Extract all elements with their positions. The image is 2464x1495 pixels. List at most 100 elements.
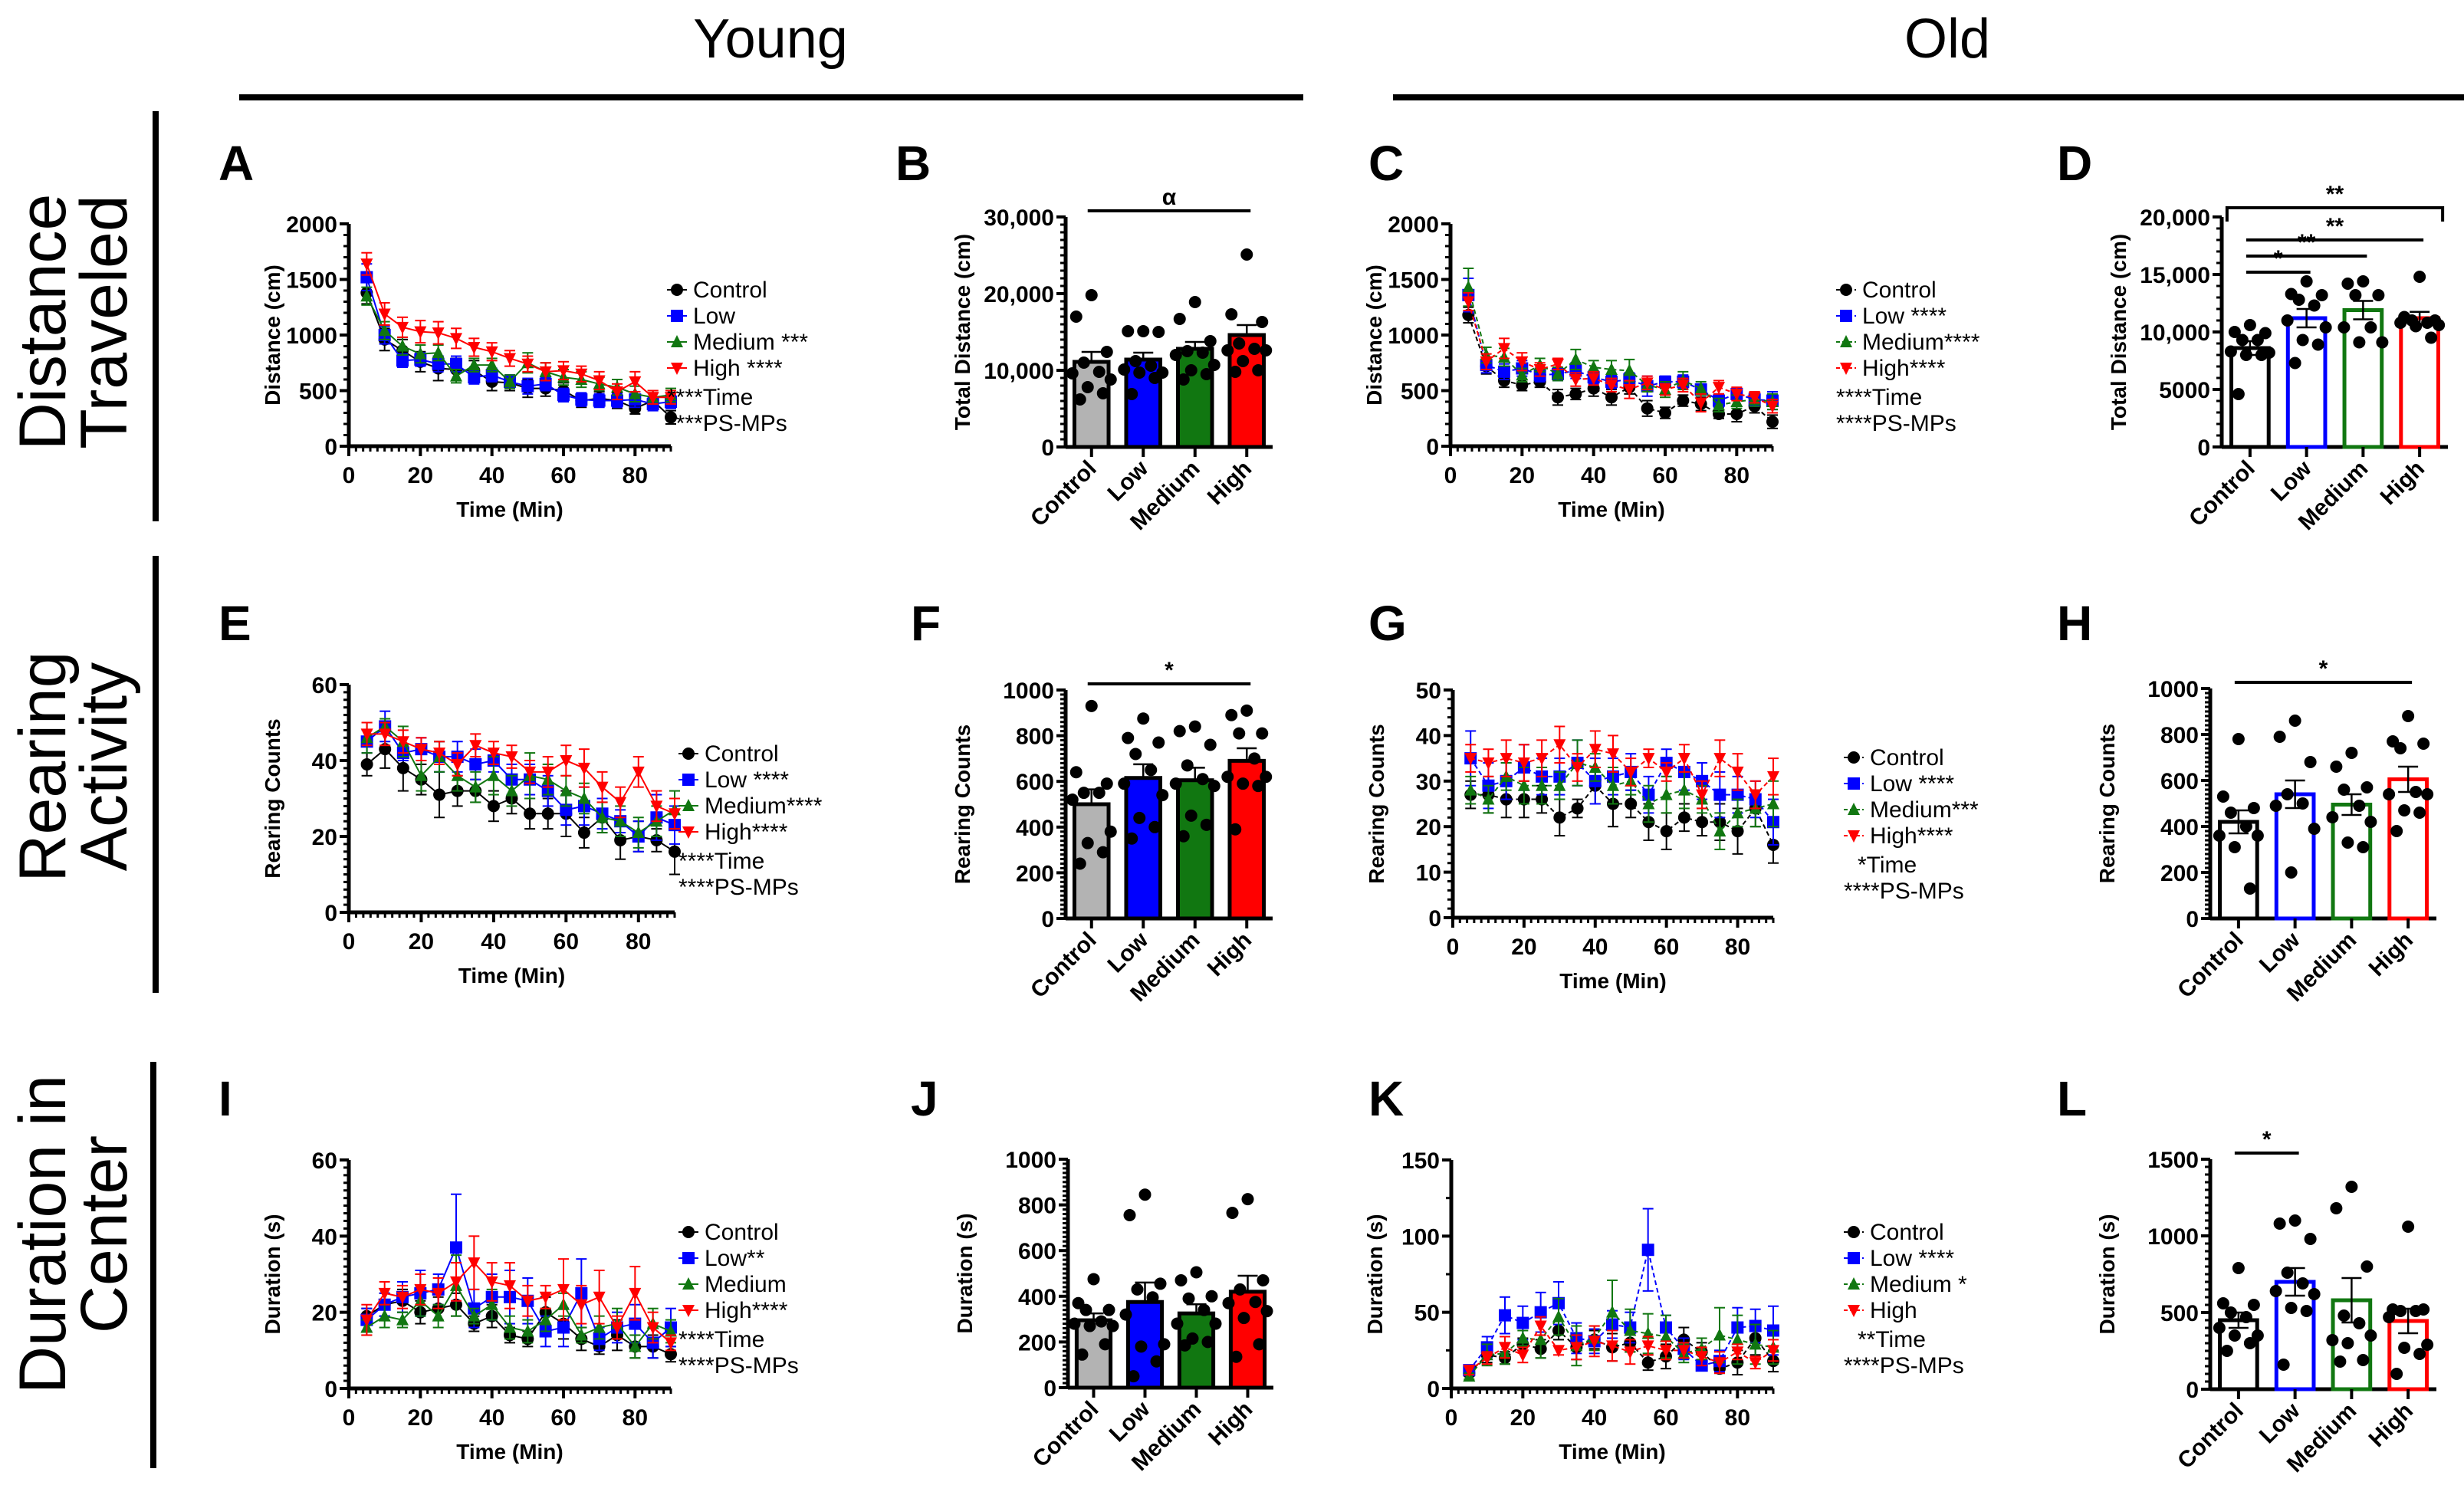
individual-point: [1256, 727, 1269, 740]
y-tick-label: 60: [312, 1148, 337, 1174]
individual-point: [1188, 720, 1201, 733]
individual-point: [1204, 335, 1217, 347]
legend-marker: [682, 826, 695, 839]
data-point: [560, 755, 573, 767]
data-point: [596, 781, 609, 794]
data-point: [1534, 1332, 1547, 1346]
x-tick-label: 80: [1725, 935, 1750, 960]
data-point: [415, 744, 428, 757]
individual-point: [1260, 344, 1273, 356]
data-point: [541, 807, 554, 820]
bar-group-medium: Medium: [2282, 747, 2377, 1007]
panel-K: K 0 50 100 150 Duration (s) 0 20 40 60 80 Time (Min…: [1363, 1071, 1967, 1464]
individual-point: [1209, 1317, 1222, 1330]
significance-marker: *: [2246, 246, 2311, 274]
legend-marker: [1848, 830, 1860, 843]
individual-point: [2228, 1329, 2241, 1342]
data-point: [1569, 352, 1582, 365]
series-line: [1467, 301, 1773, 407]
y-axis-title: Rearing Counts: [2095, 724, 2119, 883]
category-label: High: [1203, 456, 1257, 510]
y-tick-label: 1000: [1388, 324, 1439, 349]
individual-point: [1133, 811, 1146, 824]
legend-marker: [671, 335, 683, 347]
data-point: [1569, 364, 1582, 377]
data-point: [1748, 392, 1761, 405]
bar: [1175, 778, 1214, 921]
individual-point: [2398, 1342, 2411, 1354]
stat-annotation: ****Time: [678, 849, 764, 874]
data-point: [577, 762, 590, 775]
individual-point: [1148, 820, 1161, 833]
bar-group-medium: Medium: [2294, 275, 2389, 535]
individual-point: [2247, 802, 2260, 814]
individual-point: [2353, 336, 2366, 349]
legend-entry: High ****: [693, 356, 783, 381]
individual-point: [1073, 857, 1086, 870]
individual-point: [1237, 777, 1250, 790]
panel-letter: F: [911, 596, 941, 651]
data-point: [1749, 1357, 1762, 1370]
individual-point: [1077, 356, 1090, 369]
data-point: [378, 308, 391, 321]
individual-point: [1260, 770, 1273, 784]
row-label-distance: Distance Traveled: [6, 194, 141, 451]
legend-entry: Medium *: [1870, 1272, 1967, 1297]
data-point: [593, 1320, 606, 1333]
data-point: [1695, 1351, 1708, 1364]
x-tick-label: 80: [1724, 463, 1749, 488]
data-point: [1641, 1356, 1654, 1369]
individual-point: [1229, 366, 1242, 378]
x-tick-label: 20: [408, 1405, 433, 1431]
data-point: [468, 358, 481, 371]
data-point: [521, 1324, 534, 1337]
individual-point: [1146, 1291, 1159, 1304]
legend-marker: [1848, 1226, 1860, 1238]
data-point: [593, 394, 606, 407]
series-medium: [360, 718, 681, 849]
individual-point: [2232, 1262, 2245, 1274]
significance-label: α: [1162, 185, 1177, 210]
legend-marker: [682, 774, 695, 786]
individual-point: [2394, 317, 2407, 329]
bar: [2274, 792, 2316, 921]
data-point: [1677, 783, 1690, 796]
data-point: [1713, 824, 1726, 837]
individual-point: [2251, 334, 2264, 347]
individual-point: [2349, 289, 2362, 301]
row-label-line2: Traveled: [67, 195, 141, 449]
individual-point: [1150, 1355, 1163, 1368]
individual-point: [1181, 345, 1194, 357]
data-point: [1480, 1352, 1493, 1365]
legend-marker: [1848, 1277, 1860, 1290]
y-tick-label: 150: [1401, 1148, 1440, 1174]
individual-point: [1100, 346, 1113, 358]
data-point: [469, 780, 482, 793]
data-point: [632, 766, 645, 779]
data-point: [524, 807, 537, 820]
legend-marker: [671, 363, 683, 375]
individual-point: [1085, 699, 1098, 712]
data-point: [468, 1257, 481, 1270]
series-line: [1470, 784, 1774, 846]
series-line: [1470, 761, 1774, 833]
data-point: [1533, 363, 1546, 376]
data-point: [1730, 388, 1743, 401]
individual-point: [1152, 736, 1165, 749]
data-point: [1659, 384, 1671, 397]
y-tick-label: 0: [1428, 906, 1441, 932]
individual-point: [2421, 317, 2434, 329]
bar: [2387, 777, 2429, 921]
series-high: [1463, 1316, 1779, 1378]
data-point: [1677, 811, 1690, 824]
y-tick-label: 0: [1426, 435, 1439, 460]
x-tick-label: 40: [1582, 935, 1608, 960]
individual-point: [1133, 366, 1146, 379]
individual-point: [1081, 381, 1094, 393]
individual-point: [1190, 1266, 1203, 1279]
significance-label: *: [2274, 246, 2283, 271]
x-tick-label: 0: [343, 1405, 356, 1431]
individual-point: [1260, 1305, 1273, 1318]
series-line: [1467, 294, 1773, 402]
